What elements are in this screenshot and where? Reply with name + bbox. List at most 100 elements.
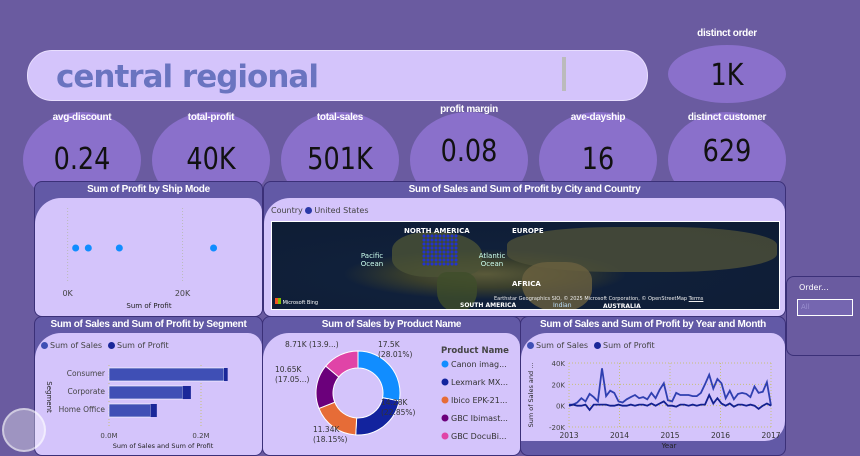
city-points[interactable] <box>422 234 458 266</box>
legend-dot-icon <box>441 360 449 368</box>
legend-item[interactable]: Sum of Sales <box>527 341 588 350</box>
legend-item[interactable]: Sum of Profit <box>108 341 169 350</box>
x-tick-label: 2017 <box>761 431 780 440</box>
kpi-label: profit margin <box>440 104 498 115</box>
kpi-label: avg-discount <box>52 112 112 123</box>
terms-link[interactable]: Terms <box>688 296 704 302</box>
map-legend: Country United States <box>271 206 369 215</box>
profit-bar <box>150 404 157 417</box>
category-label: Consumer <box>67 369 106 378</box>
data-label: 17.5K <box>378 340 401 349</box>
data-label: (22.85%) <box>381 408 416 417</box>
y-axis-title: Sum of Sales and ... <box>527 363 535 428</box>
x-tick-label: 20K <box>175 289 191 298</box>
kpi-card <box>668 45 786 103</box>
x-tick-label: 2013 <box>559 431 578 440</box>
series-line <box>568 392 772 412</box>
y-tick-label: 20K <box>552 381 566 389</box>
year-legend: Sum of Sales Sum of Profit <box>527 341 655 350</box>
legend-dot-icon <box>441 396 449 404</box>
map-panel: Sum of Sales and Sum of Profit by City a… <box>263 181 786 317</box>
watermark-logo <box>2 408 46 452</box>
data-point <box>84 244 92 252</box>
map-label: EUROPE <box>512 227 544 235</box>
kpi-value: 629 <box>702 134 752 169</box>
series-line <box>569 368 772 406</box>
legend-dot-icon <box>441 378 449 386</box>
map-canvas[interactable]: NORTH AMERICA EUROPE Pacific Ocean Atlan… <box>271 221 780 310</box>
map-legend-title: Country <box>271 206 303 215</box>
sales-bar <box>108 367 225 382</box>
legend-item: GBC Ibimast... <box>451 414 508 423</box>
map-legend-item[interactable]: United States <box>314 206 369 215</box>
legend-dot-icon <box>441 432 449 440</box>
segment-legend: Sum of Sales Sum of Profit <box>41 341 169 350</box>
data-point <box>72 244 80 252</box>
kpi-value: 501K <box>307 142 373 177</box>
y-tick-label: 40K <box>552 360 566 368</box>
x-axis-title: Sum of Sales and Sum of Profit <box>113 442 214 450</box>
kpi-value: 0.08 <box>440 134 498 169</box>
sales-bar <box>108 403 151 418</box>
sales-bar <box>108 385 183 400</box>
map-label: Atlantic Ocean <box>478 252 506 268</box>
x-axis-title: Sum of Profit <box>126 302 171 310</box>
order-slicer: Order... All <box>786 276 860 356</box>
map-title: Sum of Sales and Sum of Profit by City a… <box>408 184 641 195</box>
kpi-label: distinct order <box>697 28 757 39</box>
ship-mode-panel: Sum of Profit by Ship Mode 0K 20K Sum of P… <box>34 181 263 317</box>
kpi-label: total-sales <box>316 112 364 123</box>
kpi-label: total-profit <box>187 112 235 123</box>
page-title: central regional <box>56 59 319 95</box>
data-label: 10.65K <box>275 365 302 374</box>
map-label: NORTH AMERICA <box>404 227 470 235</box>
data-label: 8.71K (13.9...) <box>285 340 339 349</box>
x-tick-label: 0.0M <box>100 432 117 440</box>
ship-mode-title: Sum of Profit by Ship Mode <box>87 184 210 195</box>
x-axis-title: Year <box>661 442 677 450</box>
data-point <box>210 244 218 252</box>
x-tick-label: 2016 <box>711 431 730 440</box>
x-tick-label: 0.2M <box>192 432 209 440</box>
data-label: (18.15%) <box>313 435 348 444</box>
product-title: Sum of Sales by Product Name <box>321 319 462 330</box>
profit-bar <box>182 386 191 399</box>
data-label: 11.34K <box>313 425 340 434</box>
legend-item: Canon imag... <box>451 360 507 369</box>
legend-title: Product Name <box>441 346 509 356</box>
x-tick-label: 0K <box>62 289 73 298</box>
slicer-dropdown[interactable]: All <box>797 299 853 316</box>
divider <box>562 57 566 91</box>
category-label: Home Office <box>59 405 106 414</box>
donut-slice <box>325 350 359 378</box>
kpi-label: distinct customer <box>687 112 767 123</box>
legend-item[interactable]: Sum of Sales <box>41 341 102 350</box>
map-label-australia: AUSTRALIA <box>603 303 641 310</box>
segment-title: Sum of Sales and Sum of Profit by Segmen… <box>50 319 247 330</box>
y-axis-title: Segment <box>45 381 53 413</box>
profit-bar <box>224 368 228 381</box>
map-label-indian: Indian <box>553 302 572 309</box>
data-label: (17.05...) <box>275 375 310 384</box>
y-tick-label: 0K <box>556 403 565 411</box>
data-point <box>115 244 123 252</box>
map-copyright: Earthstar Geographics SIO, © 2025 Micros… <box>494 296 704 302</box>
map-label: SOUTH AMERICA <box>460 302 517 309</box>
bing-logo: Microsoft Bing <box>275 298 318 306</box>
segment-panel: Sum of Sales and Sum of Profit by Segmen… <box>34 316 263 456</box>
map-label: AFRICA <box>512 280 541 288</box>
category-label: Corporate <box>68 387 106 396</box>
page-title-box: central regional <box>27 50 648 101</box>
legend-item: Lexmark MX... <box>451 378 508 387</box>
segment-chart: 0.0M 0.2M Consumer Corporate Home Office Segm… <box>45 365 228 450</box>
data-label: (28.01%) <box>378 350 413 359</box>
slicer-label: Order... <box>799 283 829 292</box>
kpi-value: 0.24 <box>53 142 111 177</box>
legend-item[interactable]: Sum of Profit <box>594 341 655 350</box>
kpi-label: ave-dayship <box>570 112 626 123</box>
legend-dot-icon <box>305 207 313 214</box>
legend-dot-icon <box>441 414 449 422</box>
legend-item: Ibico EPK-21... <box>451 396 507 405</box>
x-tick-label: 2014 <box>610 431 629 440</box>
